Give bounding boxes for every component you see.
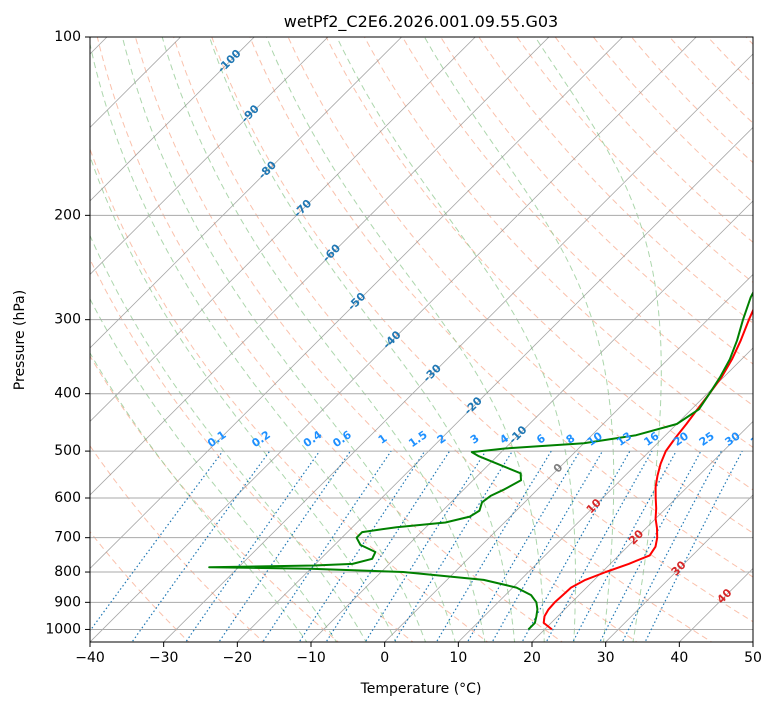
isotherm-line: [163, 53, 753, 642]
moist-adiabat-line: [90, 155, 397, 642]
y-tick-label: 700: [54, 530, 81, 546]
isotherm-line: [90, 37, 403, 349]
isotherm-line: [236, 126, 753, 642]
y-tick-label: 500: [54, 443, 81, 459]
isotherm-line: [384, 273, 753, 642]
y-tick-label: 100: [54, 29, 81, 45]
isotherm-line: [90, 37, 624, 570]
mixing-ratio-line: [644, 450, 743, 642]
y-tick-label: 800: [54, 564, 81, 580]
axes: −40 −30 −20 −10 0 10 20 30 40 50 100 200 300 400 500 60…: [45, 29, 762, 666]
x-tick-label: 30: [597, 650, 615, 666]
isotherm-line: [310, 200, 753, 642]
isotherm-line: [90, 37, 329, 275]
isotherm-line: [90, 37, 476, 423]
x-tick-label: 20: [523, 650, 541, 666]
dry-adiabat-line: [90, 258, 414, 642]
mixing-ratio-line: [621, 450, 722, 642]
x-tick-label: −10: [296, 650, 326, 666]
plot-grid: [90, 37, 753, 642]
x-axis-label: Temperature (°C): [360, 681, 482, 697]
isotherm-line: [605, 494, 753, 642]
x-tick-label: 0: [380, 650, 389, 666]
moist-adiabat-line: [90, 234, 367, 642]
mixing-ratio-line: [393, 450, 513, 642]
plot-frame: [89, 36, 754, 643]
isotherm-line: [90, 37, 697, 642]
x-tick-label: −20: [223, 650, 253, 666]
mixing-ratio-line: [131, 450, 271, 642]
mixing-ratio-line: [466, 450, 581, 642]
y-tick-label: 600: [54, 490, 81, 506]
mixing-ratio-line: [491, 450, 604, 642]
x-tick-label: −30: [149, 650, 179, 666]
chart-title: wetPf2_C2E6.2026.001.09.55.G03: [284, 12, 558, 32]
y-tick-label: 300: [54, 312, 81, 328]
dry-adiabat-line: [287, 37, 753, 534]
mixing-ratio-line: [572, 450, 677, 642]
x-tick-label: 50: [744, 650, 762, 666]
y-tick-label: 900: [54, 594, 81, 610]
dry-adiabat-line: [90, 147, 489, 642]
temperature-profile-line: [542, 307, 753, 631]
isotherm-line: [90, 37, 550, 496]
isotherm-line: [531, 420, 753, 642]
x-tick-label: 10: [449, 650, 467, 666]
mixing-ratio-line: [218, 450, 351, 642]
mixing-ratio-line: [599, 450, 702, 642]
mixing-ratio-line: [90, 450, 224, 632]
mixing-ratio-line: [298, 450, 426, 642]
x-tick-label: 40: [670, 650, 688, 666]
mixing-ratio-label: 36: [748, 429, 768, 449]
dewpoint-profile-line: [208, 290, 753, 631]
x-tick-label: −40: [75, 650, 105, 666]
isotherm-line: [457, 347, 753, 642]
dry-adiabat-line: [325, 37, 753, 491]
dry-adiabat-line: [249, 37, 753, 578]
y-tick-label: 1000: [45, 621, 81, 637]
mixing-ratio-line: [325, 450, 451, 642]
mixing-ratio-line: [364, 450, 487, 642]
y-tick-label: 200: [54, 207, 81, 223]
mixing-ratio-line: [185, 450, 321, 642]
isotherm-line: [90, 37, 255, 202]
mixing-ratio-line: [262, 450, 392, 642]
y-axis-label: Pressure (hPa): [12, 290, 28, 390]
y-tick-label: 400: [54, 386, 81, 402]
